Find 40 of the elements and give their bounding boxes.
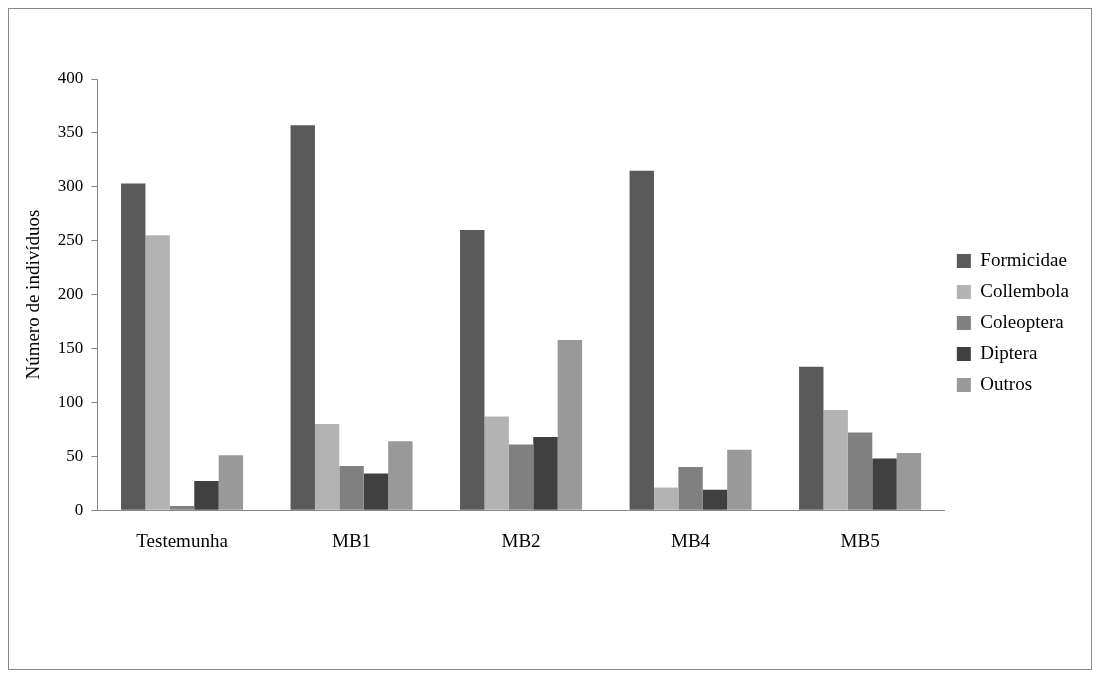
bar <box>145 235 170 510</box>
x-tick-label: MB1 <box>332 529 372 551</box>
bar <box>653 487 679 510</box>
x-tick-label: MB4 <box>671 529 711 551</box>
bar <box>896 453 922 510</box>
bar <box>388 441 413 510</box>
bar <box>218 455 244 510</box>
legend-label: Outros <box>980 372 1033 394</box>
bar <box>702 489 728 510</box>
y-tick-label: 250 <box>57 230 84 250</box>
y-tick-label: 400 <box>57 68 84 88</box>
bar <box>557 339 583 510</box>
legend-label: Coleoptera <box>980 310 1065 332</box>
y-tick-label: 300 <box>57 176 84 196</box>
legend-label: Diptera <box>980 341 1038 363</box>
bar <box>121 183 146 510</box>
legend-label: Collembola <box>980 279 1070 301</box>
y-tick-label: 50 <box>66 445 84 465</box>
x-tick-label: Testemunha <box>136 529 229 551</box>
legend-label: Formicidae <box>980 248 1067 270</box>
bar <box>727 449 752 510</box>
bar <box>484 416 509 510</box>
y-tick-label: 0 <box>74 499 84 519</box>
y-tick-label: 100 <box>57 391 84 411</box>
bar <box>823 409 848 510</box>
x-tick-label: MB5 <box>840 529 880 551</box>
bar <box>363 473 389 510</box>
y-axis-title: Número de indivíduos <box>22 209 44 380</box>
bar <box>314 423 340 510</box>
bar <box>872 458 897 510</box>
bar <box>194 481 219 510</box>
y-tick-label: 150 <box>57 337 84 357</box>
bar <box>290 125 315 510</box>
bar <box>629 170 654 510</box>
y-tick-label: 200 <box>57 284 84 304</box>
y-tick-label: 350 <box>57 122 84 142</box>
bar <box>799 366 824 510</box>
bar <box>533 436 558 510</box>
x-tick-label: MB2 <box>501 529 541 551</box>
bar <box>460 229 485 510</box>
